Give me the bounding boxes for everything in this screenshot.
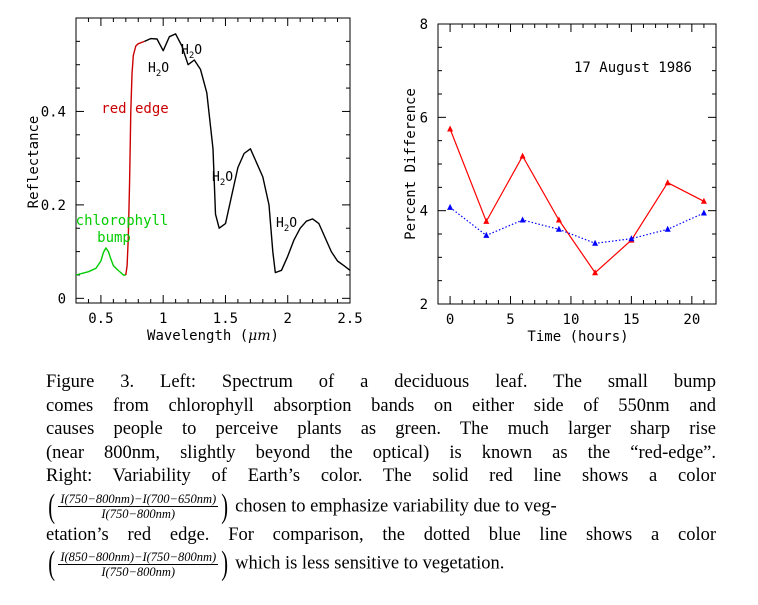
- variability-y-tick-labels: 2 4 6 8: [420, 17, 428, 313]
- red-marker: [519, 152, 526, 159]
- red-marker: [483, 217, 490, 224]
- spectrum-x-axis-label: Wavelength (μm): [147, 328, 279, 344]
- formula-2-numerator: I(850−800nm)−I(750−800nm): [58, 549, 219, 565]
- blue-marker: [628, 235, 635, 242]
- caption-line-4: (near 800nm, slightly beyond the optical…: [46, 442, 716, 463]
- y-tick-label: 2: [420, 297, 428, 313]
- y-tick-label: 4: [420, 204, 428, 220]
- x-tick-label: 2.5: [337, 311, 362, 327]
- spectrum-y-axis-label: Reflectance: [26, 116, 42, 209]
- h2o-label-4: H2O: [276, 216, 297, 234]
- x-tick-label: 1: [159, 311, 167, 327]
- x-tick-label: 0.5: [88, 311, 113, 327]
- figure-caption: Figure 3. Left: Spectrum of a deciduous …: [46, 371, 716, 581]
- spectrum-line-near-infrared: [144, 33, 351, 274]
- y-tick-label: 6: [420, 110, 428, 126]
- blue-marker: [700, 209, 707, 216]
- variability-x-axis-label: Time (hours): [527, 329, 628, 345]
- caption-line-5: Right: Variability of Earth’s color. The…: [46, 466, 716, 486]
- blue-marker: [555, 225, 562, 232]
- chlorophyll-label-line2: bump: [97, 230, 131, 246]
- variability-series: [447, 125, 707, 276]
- x-tick-label: 2: [284, 311, 292, 327]
- blue-marker: [664, 225, 671, 232]
- x-tick-label: 15: [623, 312, 640, 328]
- blue-marker: [483, 231, 490, 238]
- caption-line-6-text: chosen to emphasize variability due to v…: [235, 495, 557, 516]
- caption-line-1: Figure 3. Left: Spectrum of a deciduous …: [46, 372, 716, 392]
- h2o-label-3: H2O: [212, 170, 233, 188]
- caption-line-7: etation’s red edge. For comparison, the …: [46, 524, 716, 545]
- caption-line-3: causes people to perceive plants as gree…: [46, 419, 716, 439]
- spectrum-chart: 0.5 1 1.5 2 2.5 0 0.2 0.4 Wavelength (μm) Refl…: [26, 17, 363, 344]
- y-tick-label: 0.4: [41, 104, 66, 120]
- formula-2-denominator: I(750−800nm): [101, 564, 176, 579]
- date-annotation: 17 August 1986: [574, 60, 692, 76]
- color-variability-chart: 0 5 10 15 20 2 4 6 8 Time (hours) Percent Diffe…: [403, 17, 717, 345]
- red-marker: [447, 125, 454, 132]
- formula-1-denominator: I(750−800nm): [101, 507, 176, 521]
- x-tick-label: 0: [446, 312, 454, 328]
- spectrum-ticks: [75, 17, 351, 303]
- x-tick-label: 10: [563, 312, 580, 328]
- spectrum-series: [75, 33, 351, 276]
- blue-marker: [592, 239, 599, 246]
- spectrum-line-chlorophyll-bump: [75, 247, 126, 276]
- h2o-label-1: H2O: [148, 61, 169, 79]
- red-solid-line: [449, 128, 705, 274]
- spectrum-line-red-edge: [125, 40, 145, 276]
- x-tick-label: 5: [506, 312, 514, 328]
- h2o-label-2: H2O: [181, 43, 202, 61]
- red-marker: [555, 216, 562, 223]
- spectrum-y-tick-labels: 0 0.2 0.4: [41, 104, 66, 307]
- spectrum-x-tick-labels: 0.5 1 1.5 2 2.5: [88, 311, 362, 327]
- caption-line-8-text: which is less sensitive to vegetation.: [235, 553, 505, 574]
- x-tick-label: 1.5: [213, 311, 238, 327]
- variability-ticks: [437, 23, 717, 305]
- red-marker: [700, 197, 707, 204]
- color-index-formula-1: ( I(750−800nm)−I(700−650nm) I(750−800nm) …: [48, 487, 229, 525]
- y-tick-label: 0: [58, 291, 66, 307]
- blue-marker: [447, 203, 454, 210]
- chlorophyll-label-line1: chlorophyll: [76, 213, 169, 229]
- red-edge-label: red edge: [101, 101, 168, 117]
- variability-x-tick-labels: 0 5 10 15 20: [446, 312, 700, 328]
- formula-1-numerator: I(750−800nm)−I(700−650nm): [58, 492, 219, 507]
- caption-line-2: comes from chlorophyll absorption bands …: [46, 395, 716, 416]
- y-tick-label: 8: [420, 17, 428, 33]
- x-tick-label: 20: [683, 312, 700, 328]
- blue-dotted-line: [449, 206, 705, 244]
- figure-canvas: 0.5 1 1.5 2 2.5 0 0.2 0.4 Wavelength (μm) Refl…: [26, 17, 717, 345]
- caption-line-8: ( I(850−800nm)−I(750−800nm) I(750−800nm) …: [46, 547, 716, 581]
- water-absorption-labels: H2O H2O H2O H2O: [148, 43, 297, 234]
- red-marker: [664, 179, 671, 186]
- caption-line-6: ( I(750−800nm)−I(700−650nm) I(750−800nm) …: [46, 487, 716, 525]
- variability-y-axis-label: Percent Difference: [403, 88, 419, 240]
- color-index-formula-2: ( I(850−800nm)−I(750−800nm) I(750−800nm) …: [48, 545, 229, 582]
- red-marker: [592, 269, 599, 276]
- y-tick-label: 0.2: [41, 198, 66, 214]
- blue-marker: [519, 216, 526, 223]
